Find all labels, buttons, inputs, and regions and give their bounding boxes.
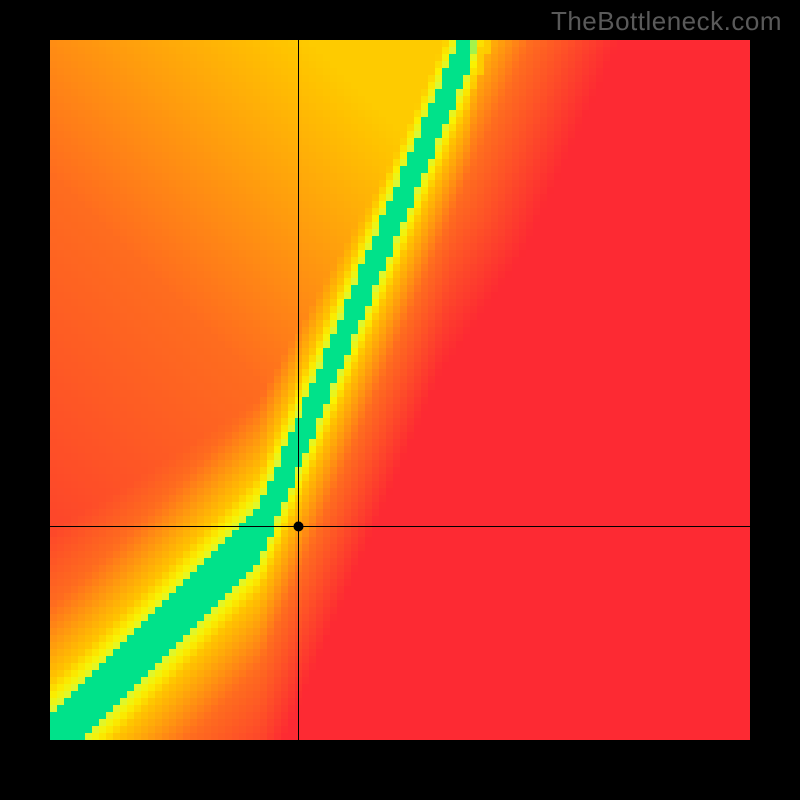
watermark-text: TheBottleneck.com — [551, 6, 782, 37]
bottleneck-heatmap — [50, 40, 750, 740]
